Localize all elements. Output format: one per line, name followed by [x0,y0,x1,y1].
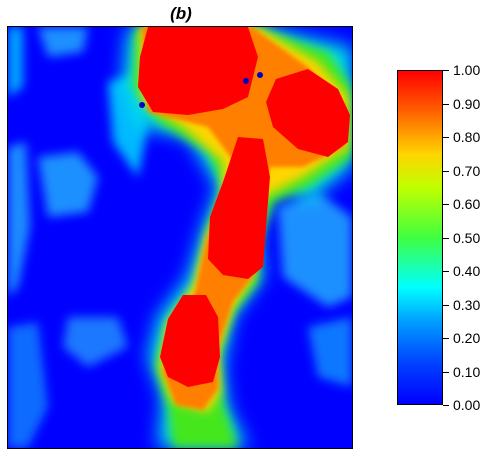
colorbar-tick-mark [443,204,449,205]
heatmap-svg [8,27,352,448]
colorbar-tick-label: 0.90 [453,95,481,112]
heatmap-spot-2 [257,72,263,78]
heatmap-patch-left-edge [8,142,30,297]
colorbar-gradient [398,71,442,404]
heatmap-high-middle [208,137,270,279]
colorbar-tick-mark [443,371,449,373]
colorbar-tick-mark [443,271,449,272]
heatmap-patch-left-low [63,317,128,367]
colorbar-tick-mark [443,304,449,306]
colorbar-tick-label: 0.20 [453,330,481,346]
colorbar-tick-label: 0.10 [453,363,481,380]
heatmap-patch-left-mid [38,152,98,217]
colorbar-tick-mark [443,103,449,105]
heatmap-plot-area [7,26,353,449]
heatmap-patch-top-left [8,27,23,97]
colorbar-tick-mark [443,237,449,239]
heatmap-small-spots [139,72,263,108]
colorbar-tick-mark [443,70,449,71]
heatmap-high-upper-right [266,69,350,157]
heatmap-high-bottom [160,295,220,387]
colorbar-tick-mark [443,405,449,406]
heatmap-patch-right-low [308,317,352,387]
heatmap-high-regions [138,27,350,387]
colorbar-tick-label: 0.50 [453,229,481,246]
colorbar-tick-mark [443,170,449,172]
heatmap-high-top [138,27,258,115]
colorbar-tick-label: 0.70 [453,162,481,179]
heatmap-spot-3 [139,102,145,108]
colorbar-tick-mark [443,338,449,339]
colorbar-tick-label: 0.30 [453,296,481,313]
chart-title: (b) [170,4,192,23]
heatmap-patch-left-top [38,27,88,57]
colorbar-tick-label: 1.00 [453,62,481,78]
colorbar-tick-label: 0.40 [453,263,481,279]
heatmap-patch-right-mid [278,192,352,307]
colorbar-tick-label: 0.60 [453,196,481,212]
heatmap-patch-left-lower [8,322,48,448]
colorbar-tick-label: 0.00 [453,397,481,413]
heatmap-spot-1 [243,78,249,84]
heatmap-left-patches [8,27,352,448]
colorbar [397,70,443,405]
colorbar-tick-mark [443,137,449,138]
colorbar-tick-label: 0.80 [453,129,481,145]
